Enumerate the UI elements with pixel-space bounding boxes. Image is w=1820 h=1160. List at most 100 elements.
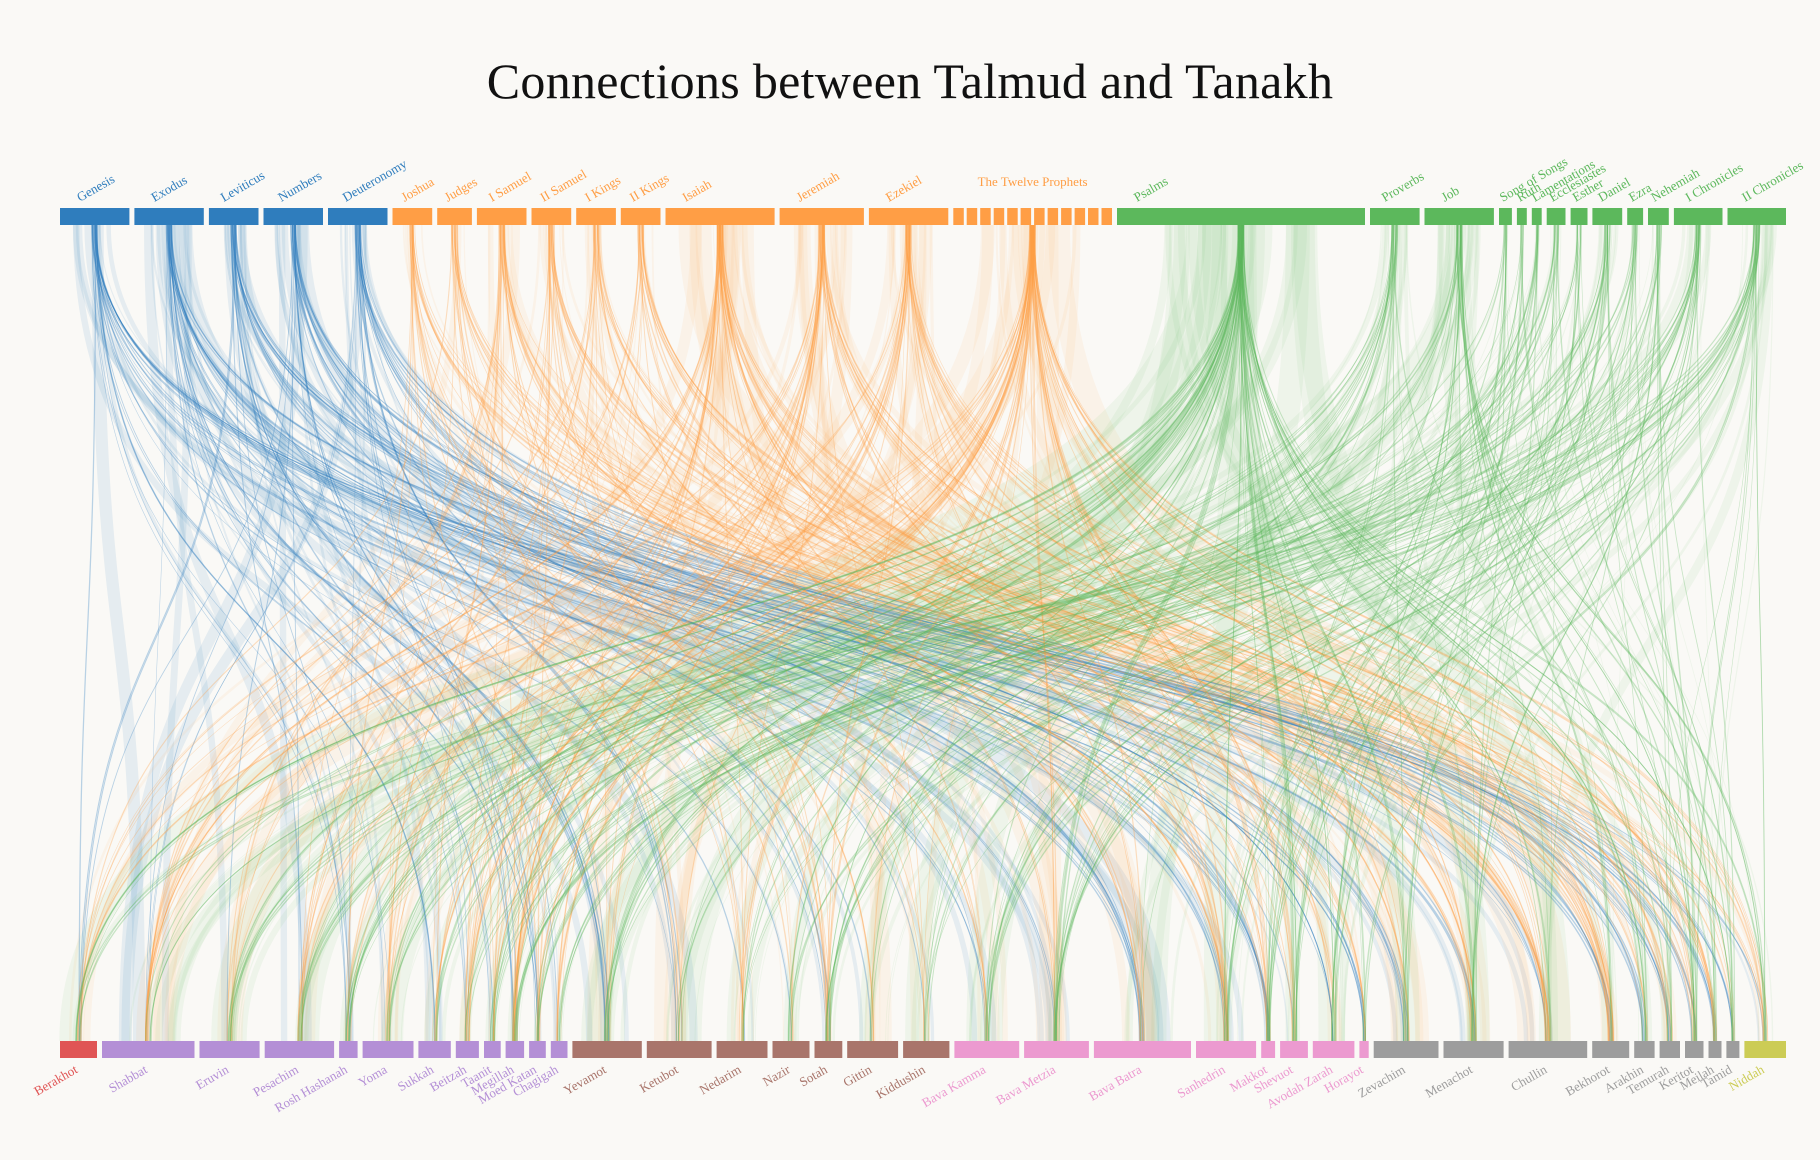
link-psalms-sukkah (424, 224, 1227, 1042)
link-numbers-bava-batra (296, 224, 1171, 1042)
link-thread-psalms-eruvin (230, 224, 1245, 1042)
link-thread-job-niddah (1456, 224, 1765, 1042)
link-thread-ezekiel-beitzah (466, 224, 910, 1042)
bar-ii-chronicles (1727, 208, 1786, 225)
link-thread-ii-kings-bekhorot (641, 224, 1609, 1042)
link-i-kings-moed-katan (535, 224, 598, 1042)
link-thread-proverbs-yevamot (604, 224, 1393, 1042)
bar-the-twelve-prophets-segment (980, 208, 991, 225)
link-thread-the-twelve-prophets-berakhot (77, 224, 1031, 1042)
link-numbers-pesachim (278, 224, 288, 1042)
link-thread-ezekiel-sanhedrin (908, 224, 1226, 1042)
link-thread-psalms-sotah (826, 224, 1241, 1042)
link-thread-psalms-sukkah (436, 224, 1243, 1042)
link-thread-genesis-sukkah (96, 224, 436, 1042)
link-thread-isaiah-bekhorot (722, 224, 1613, 1042)
link-thread-leviticus-keritot (232, 224, 1693, 1042)
link-thread-the-twelve-prophets-sukkah (434, 224, 1033, 1042)
book-label-joshua: Joshua (398, 174, 436, 205)
link-judges-nazir (463, 224, 785, 1042)
link-thread-deuteronomy-rosh-hashanah (348, 224, 357, 1042)
link-thread-daniel-keritot (1606, 224, 1693, 1042)
link-thread-jeremiah-taanit (493, 224, 824, 1042)
link-thread-i-samuel-niddah (503, 224, 1764, 1042)
link-thread-the-twelve-prophets-chagigah (556, 224, 1031, 1042)
link-thread-exodus-bava-kamma (167, 224, 987, 1042)
link-thread-the-twelve-prophets-berakhot (77, 224, 1036, 1042)
tractate-label-zevachim: Zevachim (1355, 1062, 1408, 1101)
link-joshua-bekhorot (402, 224, 1615, 1042)
link-thread-i-chronicles-taanit (493, 224, 1700, 1042)
link-thread-ezra-bava-metzia (1058, 224, 1635, 1042)
link-thread-psalms-eruvin (229, 224, 1240, 1042)
bar-zevachim (1373, 1041, 1439, 1058)
bar-job (1424, 208, 1494, 225)
link-thread-leviticus-meilah (231, 224, 1715, 1042)
link-thread-job-niddah (1461, 224, 1765, 1042)
link-psalms-kiddushin (905, 224, 1190, 1042)
link-thread-numbers-berakhot (80, 224, 294, 1042)
link-ii-samuel-nedarim (553, 224, 754, 1042)
link-thread-ezra-moed-katan (537, 224, 1637, 1042)
link-thread-i-chronicles-makkot (1266, 224, 1700, 1042)
link-psalms-yoma (390, 224, 1308, 1042)
link-thread-psalms-keritot (1240, 224, 1697, 1042)
link-i-chronicles-shabbat (155, 224, 1695, 1042)
link-ii-kings-bekhorot (642, 224, 1617, 1042)
link-thread-numbers-bekhorot (295, 224, 1612, 1042)
link-jeremiah-niddah (825, 224, 1768, 1042)
link-lamentations-nedarim (754, 224, 1540, 1042)
link-jeremiah-bava-batra (793, 224, 1156, 1042)
link-thread-genesis-berakhot (78, 224, 97, 1042)
link-thread-lamentations-bava-kamma (983, 224, 1539, 1042)
link-thread-psalms-menachot (1237, 224, 1475, 1042)
bar-pesachim (264, 1041, 335, 1058)
bar-the-twelve-prophets-segment (1088, 208, 1099, 225)
link-thread-ecclesiastes-meilah (1556, 224, 1716, 1042)
link-ii-samuel-makkot (559, 224, 1270, 1042)
link-thread-psalms-bava-metzia (1058, 224, 1244, 1042)
link-thread-ecclesiastes-yoma (389, 224, 1556, 1042)
link-thread-i-kings-nazir (594, 224, 794, 1042)
link-ii-samuel-keritot (549, 224, 1696, 1042)
link-thread-isaiah-megillah (512, 224, 718, 1042)
link-thread-daniel-avodah-zarah (1331, 224, 1606, 1042)
link-ii-chronicles-avodah-zarah (1341, 224, 1764, 1042)
link-thread-psalms-yevamot (605, 224, 1241, 1042)
link-job-avodah-zarah (1340, 224, 1479, 1042)
link-thread-judges-menachot (453, 224, 1475, 1042)
link-thread-exodus-gittin (171, 224, 872, 1042)
link-the-twelve-prophets-horayot (995, 224, 1365, 1042)
connection-links (59, 224, 1777, 1042)
link-thread-psalms-arakhin (1243, 224, 1646, 1042)
link-thread-psalms-sukkah (436, 224, 1239, 1042)
link-thread-the-twelve-prophets-bava-batra (1034, 224, 1145, 1042)
bar-tamid (1726, 1041, 1740, 1058)
bar-beitzah (455, 1041, 479, 1058)
link-thread-the-twelve-prophets-moed-katan (536, 224, 1032, 1042)
bar-lamentations (1531, 208, 1542, 225)
link-thread-ezra-sanhedrin (1225, 224, 1637, 1042)
link-ezekiel-nedarim (730, 224, 918, 1042)
link-thread-i-samuel-megillah (500, 224, 516, 1042)
tractate-label-niddah: Niddah (1726, 1061, 1767, 1093)
link-genesis-yevamot (73, 224, 593, 1042)
link-jeremiah-kiddushin (814, 224, 917, 1042)
link-thread-deuteronomy-bekhorot (356, 224, 1611, 1042)
link-thread-joshua-nazir (411, 224, 794, 1042)
link-thread-judges-gittin (451, 224, 875, 1042)
link-thread-ii-kings-arakhin (638, 224, 1648, 1042)
link-exodus-sotah (160, 224, 825, 1042)
link-thread-psalms-sukkah (434, 224, 1242, 1042)
link-thread-jeremiah-yevamot (609, 224, 820, 1042)
link-daniel-yoma (400, 224, 1617, 1042)
link-leviticus-zevachim (227, 224, 1398, 1042)
link-the-twelve-prophets-shabbat (148, 224, 1031, 1042)
link-nehemiah-menachot (1472, 224, 1654, 1042)
link-ii-chronicles-megillah (514, 224, 1772, 1042)
link-thread-numbers-kiddushin (292, 224, 926, 1042)
link-thread-job-arakhin (1460, 224, 1646, 1042)
bar-nazir (772, 1041, 810, 1058)
link-the-twelve-prophets-yoma (386, 224, 1039, 1042)
